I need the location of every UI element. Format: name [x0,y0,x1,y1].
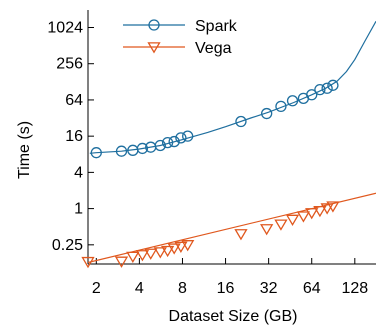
y-tick-label: 1024 [47,19,83,36]
data-point [326,201,340,213]
data-point [313,206,327,218]
y-tick-label: 1 [74,201,83,218]
data-point [175,132,187,144]
data-point [90,147,102,159]
data-point [314,83,326,96]
data-point [285,214,300,226]
data-point [144,248,158,260]
x-axis-title: Dataset Size (GB) [169,308,298,325]
data-point [174,241,188,253]
data-point [135,250,150,262]
data-point [306,89,318,101]
series-line-spark [89,21,376,154]
data-point [305,208,319,220]
y-tick-label: 256 [56,56,83,73]
x-tick-label: 64 [303,280,321,297]
data-point [327,79,339,91]
x-tick-label: 4 [135,280,144,297]
x-tick-label: 32 [260,280,278,297]
x-tick-label: 2 [92,280,101,297]
data-point [261,107,273,120]
data-point [161,136,174,149]
y-tick-label: 0.25 [52,237,83,254]
legend-label: Spark [195,18,238,35]
data-point [274,219,288,231]
data-point [296,211,311,223]
plot-area: 0.25 1 4 16 64 256 1024 2 4 8 16 32 64 128 Spark Vega [47,10,376,297]
data-point [147,42,161,54]
y-tick-label: 64 [65,92,83,109]
data-point [136,142,149,155]
data-point [286,95,299,107]
data-point [160,245,175,258]
x-tick-label: 8 [178,280,187,297]
legend: Spark Vega [123,18,238,57]
data-point [168,135,180,148]
series-line-vega [87,192,376,264]
data-point [167,243,181,255]
data-point [321,82,333,94]
x-tick-label: 16 [217,280,235,297]
data-point [275,100,287,113]
x-tick-label: 128 [341,280,368,297]
legend-label: Vega [195,40,232,57]
data-point [234,229,248,241]
data-point [181,240,195,252]
data-point [148,19,160,31]
data-point [154,139,166,152]
data-point [115,145,128,157]
data-point [260,224,274,236]
data-point [235,115,247,128]
data-point [153,247,167,259]
y-tick-label: 4 [74,164,83,181]
y-axis-title: Time (s) [16,121,33,179]
data-point [114,256,129,268]
data-point [182,130,194,142]
data-point [81,256,95,269]
data-point [320,203,334,215]
y-tick-label: 16 [65,128,83,145]
data-point [126,251,140,263]
